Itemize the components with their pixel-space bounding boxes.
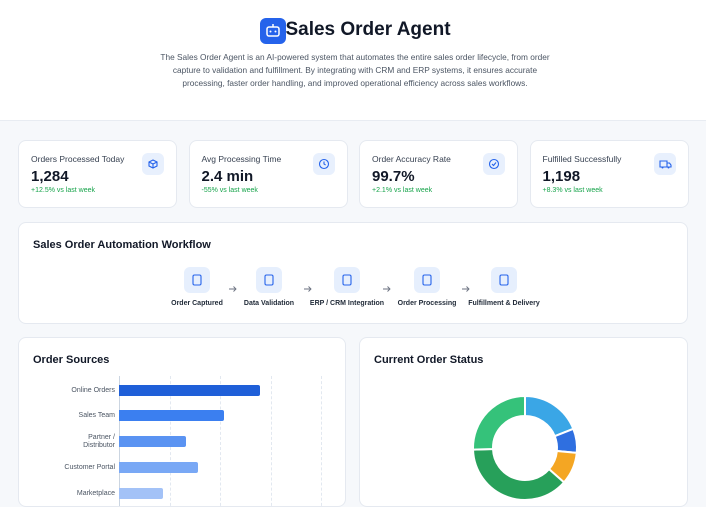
header: Sales Order Agent The Sales Order Agent … bbox=[0, 0, 706, 121]
bar-label: Marketplace bbox=[76, 489, 115, 497]
step-icon bbox=[184, 267, 210, 293]
stat-label: Orders Processed Today bbox=[31, 154, 125, 164]
stat-icon bbox=[483, 153, 505, 175]
stat-label: Avg Processing Time bbox=[201, 154, 282, 164]
step-icon bbox=[334, 267, 360, 293]
stat-card: Order Accuracy Rate 99.7% +2.1% vs last we… bbox=[359, 140, 518, 208]
page-title: Sales Order Agent bbox=[285, 19, 451, 40]
stat-value: 99.7% bbox=[372, 168, 415, 185]
stat-change: +2.1% vs last week bbox=[372, 187, 433, 194]
stat-change: +12.5% vs last week bbox=[31, 187, 96, 194]
donut-segment bbox=[471, 447, 566, 501]
step-glyph bbox=[342, 274, 352, 286]
order-sources-card: Order Sources Online Orders Sales Team Par… bbox=[18, 337, 346, 507]
stat-card: Fulfilled Successfully 1,198 +8.3% vs last… bbox=[529, 140, 689, 208]
step-label: ERP / CRM Integration bbox=[309, 300, 385, 307]
grid-line bbox=[270, 376, 272, 506]
step-glyph bbox=[264, 274, 274, 286]
stat-card: Avg Processing Time 2.4 min -55% vs last w… bbox=[188, 140, 348, 208]
bar bbox=[119, 410, 225, 421]
bar bbox=[119, 385, 261, 396]
order-status-card: Current Order Status bbox=[359, 337, 688, 507]
stat-label: Fulfilled Successfully bbox=[542, 154, 622, 164]
stat-value: 1,284 bbox=[31, 168, 69, 185]
stat-icon bbox=[653, 153, 676, 175]
stat-icon bbox=[142, 153, 164, 175]
bar-label: Online Orders bbox=[71, 386, 115, 394]
arrow bbox=[229, 286, 237, 292]
stat-value: 2.4 min bbox=[201, 168, 254, 185]
step-glyph bbox=[192, 274, 202, 286]
step-label: Order Processing bbox=[397, 300, 457, 307]
bar-label: Customer Portal bbox=[64, 463, 115, 471]
stat-label: Order Accuracy Rate bbox=[372, 154, 451, 164]
arrow bbox=[383, 286, 391, 292]
donut-chart bbox=[471, 394, 578, 501]
step-label: Data Validation bbox=[243, 300, 295, 307]
stat-icon bbox=[312, 153, 335, 175]
stat-card: Orders Processed Today 1,284 +12.5% vs las… bbox=[18, 140, 177, 208]
step-icon bbox=[414, 267, 440, 293]
bar-label: Sales Team bbox=[78, 411, 115, 419]
step-glyph bbox=[499, 274, 509, 286]
bar bbox=[119, 436, 186, 447]
stat-change: +8.3% vs last week bbox=[542, 187, 603, 194]
bar bbox=[119, 488, 164, 499]
step-label: Fulfillment & Delivery bbox=[468, 300, 540, 307]
workflow-card: Sales Order Automation Workflow Order Ca… bbox=[18, 222, 688, 324]
grid-line bbox=[321, 376, 322, 506]
bar-label: Partner / Distributor bbox=[83, 433, 115, 449]
description: The Sales Order Agent is an AI-powered s… bbox=[160, 52, 550, 88]
logo-icon bbox=[260, 18, 286, 44]
stat-change: -55% vs last week bbox=[201, 187, 258, 194]
donut-segment bbox=[472, 394, 526, 451]
step-icon bbox=[256, 267, 282, 293]
donut-segment bbox=[524, 394, 575, 438]
grid-line bbox=[220, 376, 221, 506]
arrow bbox=[304, 286, 312, 292]
bar bbox=[119, 462, 198, 473]
arrow bbox=[461, 286, 470, 292]
stat-value: 1,198 bbox=[542, 168, 581, 185]
step-icon bbox=[491, 267, 517, 293]
step-glyph bbox=[422, 274, 432, 286]
chart-title: Current Order Status bbox=[374, 354, 484, 366]
workflow-title: Sales Order Automation Workflow bbox=[33, 239, 211, 251]
step-label: Order Captured bbox=[171, 300, 223, 307]
chart-title: Order Sources bbox=[33, 354, 110, 366]
